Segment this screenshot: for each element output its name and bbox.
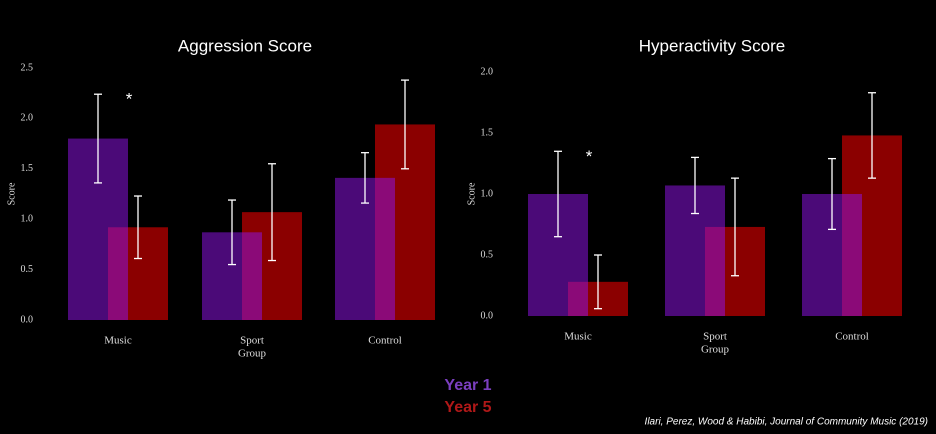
y-axis-label: Score	[466, 182, 477, 205]
y-tick-label: 1.0	[21, 213, 34, 224]
y-tick-label: 1.5	[21, 163, 34, 174]
x-tick-label: Control	[835, 331, 869, 343]
y-tick-label: 0.5	[21, 264, 34, 275]
x-axis-label: Group	[238, 348, 267, 360]
x-tick-label: Sport	[240, 335, 264, 347]
y-tick-label: 0.0	[481, 310, 494, 321]
annotation: *	[586, 147, 593, 166]
x-tick-label: Sport	[703, 331, 727, 343]
y-tick-label: 0.5	[481, 249, 494, 260]
legend-entry: Year 5	[444, 399, 491, 416]
source: Ilari, Perez, Wood & Habibi, Journal of …	[645, 417, 928, 428]
x-axis-label: Group	[701, 344, 730, 356]
y-tick-label: 0.0	[21, 314, 34, 325]
y-tick-label: 2.0	[481, 66, 494, 77]
legend-entry: Year 1	[444, 377, 491, 394]
y-tick-label: 2.5	[21, 62, 34, 73]
chart-title: Hyperactivity Score	[639, 36, 785, 55]
chart-title: Aggression Score	[178, 36, 312, 55]
y-axis-label: Score	[6, 182, 17, 205]
y-tick-label: 1.0	[481, 188, 494, 199]
x-tick-label: Control	[368, 335, 402, 347]
x-tick-label: Music	[104, 335, 132, 347]
y-tick-label: 2.0	[21, 113, 34, 124]
annotation: *	[126, 90, 133, 109]
y-tick-label: 1.5	[481, 127, 494, 138]
x-tick-label: Music	[564, 331, 592, 343]
